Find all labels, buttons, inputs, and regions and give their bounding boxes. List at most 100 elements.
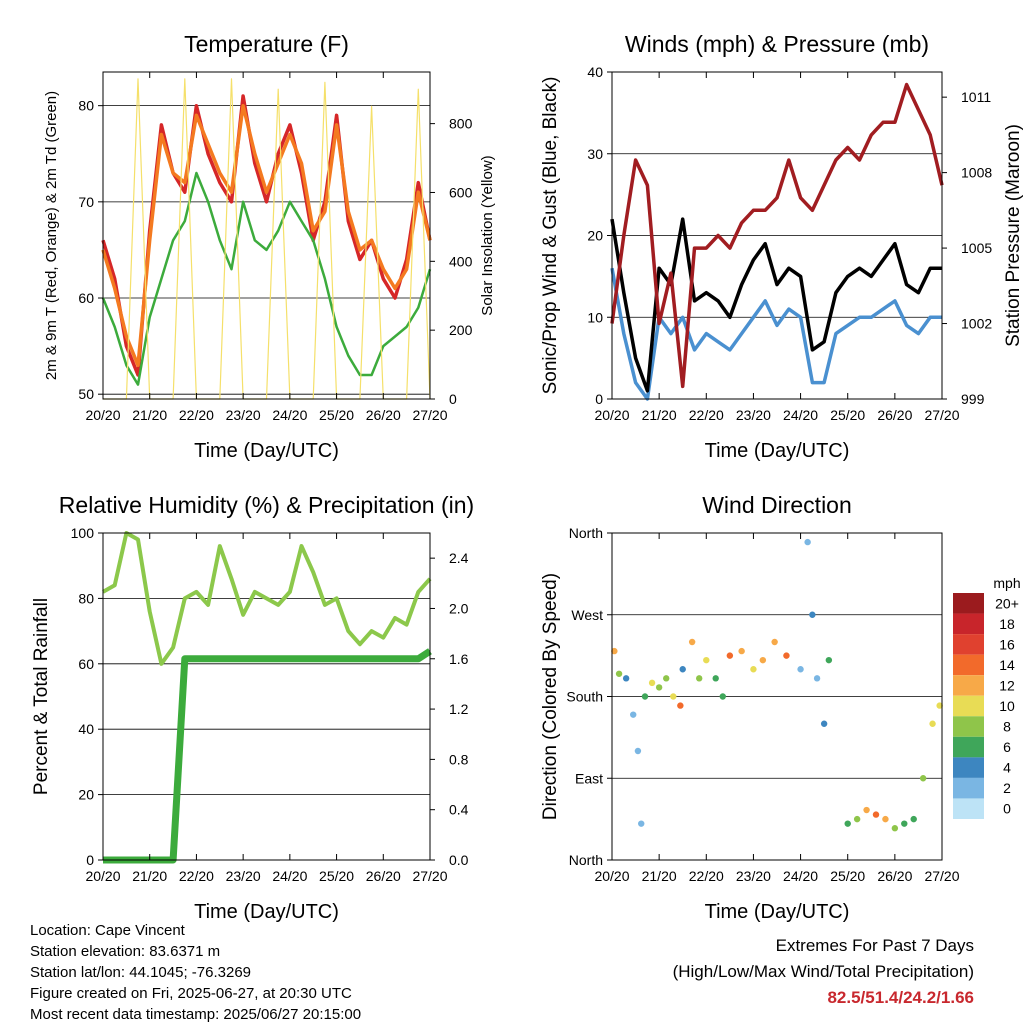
direction-point <box>844 820 851 827</box>
colorbar-swatch <box>953 593 984 614</box>
direction-point <box>615 670 623 677</box>
chart-title: Winds (mph) & Pressure (mb) <box>625 31 929 57</box>
direction-point <box>663 675 670 682</box>
x-tick-label: 23/20 <box>736 868 771 884</box>
direction-point <box>882 815 889 823</box>
x-tick-label: 27/20 <box>412 868 447 884</box>
colorbar-swatch <box>953 736 984 758</box>
plot-frame <box>102 71 431 400</box>
y-tick-label: 30 <box>587 146 603 162</box>
direction-point <box>936 702 943 709</box>
colorbar-swatch <box>953 613 984 635</box>
colorbar-label: 4 <box>1003 760 1011 776</box>
direction-point <box>648 679 656 687</box>
station-elevation: Station elevation: 83.6371 m <box>30 943 221 960</box>
y-tick-label: 80 <box>78 98 94 114</box>
colorbar-label: 14 <box>999 657 1015 673</box>
x-tick-label: 21/20 <box>642 868 677 884</box>
x-tick-label: 20/20 <box>85 407 120 423</box>
chart-title: Relative Humidity (%) & Precipitation (i… <box>59 492 474 518</box>
y-tick-label: North <box>569 852 603 868</box>
y2-tick-label: 0 <box>449 391 457 407</box>
direction-point <box>677 702 684 709</box>
y2-axis-label: Station Pressure (Maroon) <box>1003 124 1024 347</box>
x-tick-label: 24/20 <box>783 868 818 884</box>
direction-point <box>641 693 649 700</box>
direction-point <box>726 652 734 659</box>
x-tick-label: 21/20 <box>132 407 167 423</box>
x-tick-label: 26/20 <box>366 407 401 423</box>
series-insolation <box>103 78 431 400</box>
series-gust <box>610 217 942 393</box>
colorbar-swatch <box>953 777 984 799</box>
panel-temperature: 20/20 21/20 22/20 23/20 24/20 25/20 26/20 27/20… <box>43 31 496 462</box>
direction-point <box>901 820 908 827</box>
direction-point <box>703 656 710 664</box>
panel-humidity: 20/20 21/20 22/20 23/20 24/20 25/20 26/20 27/20… <box>31 492 474 923</box>
y-tick-label: 40 <box>587 64 603 80</box>
direction-point <box>783 652 790 659</box>
colorbar-swatch <box>953 798 984 819</box>
y-tick-label: 60 <box>78 656 94 672</box>
y2-tick-label: 400 <box>449 253 473 269</box>
y2-tick-label: 1011 <box>961 89 991 105</box>
colorbar-label: 18 <box>999 616 1015 632</box>
plot-frame <box>102 532 431 861</box>
y-tick-label: 0 <box>595 391 603 407</box>
chart-title: Wind Direction <box>702 492 852 518</box>
y-tick-label: 50 <box>78 386 94 402</box>
x-tick-label: 25/20 <box>830 407 865 423</box>
x-tick-label: 22/20 <box>689 868 724 884</box>
colorbar-swatch <box>953 634 984 655</box>
direction-point <box>929 720 936 727</box>
direction-point <box>634 747 642 755</box>
colorbar-label: 20+ <box>995 595 1019 611</box>
x-tick-label: 20/20 <box>594 868 629 884</box>
x-tick-label: 25/20 <box>830 868 865 884</box>
extremes-panel: Extremes For Past 7 Days (High/Low/Max W… <box>673 933 974 1011</box>
x-tick-label: 24/20 <box>272 868 307 884</box>
direction-point <box>863 806 870 814</box>
y-tick-label: South <box>566 689 603 705</box>
x-tick-label: 20/20 <box>85 868 120 884</box>
colorbar-label: 0 <box>1003 801 1011 817</box>
direction-point <box>813 675 821 682</box>
direction-point <box>670 693 677 700</box>
x-tick-label: 22/20 <box>689 407 724 423</box>
x-tick-label: 22/20 <box>179 868 214 884</box>
y2-tick-label: 1.2 <box>449 701 469 717</box>
panel-wind_direction: 20/20 21/20 22/20 23/20 24/20 25/20 26/20 27/20… <box>540 492 1021 923</box>
series-temp_9m <box>101 103 432 368</box>
direction-point <box>853 815 861 823</box>
direction-point <box>872 811 880 818</box>
y-tick-label: 10 <box>587 309 603 325</box>
y-axis-label: Percent & Total Rainfall <box>31 598 52 795</box>
extremes-subheading: (High/Low/Max Wind/Total Precipitation) <box>672 962 974 981</box>
x-tick-label: 25/20 <box>319 407 354 423</box>
y2-tick-label: 999 <box>961 391 985 407</box>
x-tick-label: 24/20 <box>783 407 818 423</box>
x-tick-label: 26/20 <box>366 868 401 884</box>
x-tick-label: 21/20 <box>642 407 677 423</box>
y-tick-label: North <box>569 525 603 541</box>
x-tick-label: 23/20 <box>226 407 261 423</box>
colorbar-swatch <box>953 675 984 696</box>
colorbar-label: 10 <box>999 698 1015 714</box>
extremes-values: 82.5/51.4/24.2/1.66 <box>827 988 974 1007</box>
y2-tick-label: 1005 <box>961 240 992 256</box>
direction-point <box>712 675 719 682</box>
x-tick-label: 24/20 <box>272 407 307 423</box>
chart-title: Temperature (F) <box>184 31 349 57</box>
direction-point <box>738 647 745 655</box>
y2-tick-label: 200 <box>449 322 473 338</box>
direction-point <box>919 775 927 782</box>
y2-tick-label: 600 <box>449 184 473 200</box>
y-tick-label: 20 <box>78 787 94 803</box>
direction-point <box>820 720 828 727</box>
direction-point <box>825 656 833 664</box>
y2-tick-label: 1.6 <box>449 651 469 667</box>
y2-tick-label: 0.0 <box>449 852 469 868</box>
direction-point <box>611 647 618 655</box>
direction-point <box>759 656 767 664</box>
y-axis-label: 2m & 9m T (Red, Orange) & 2m Td (Green) <box>43 91 60 380</box>
